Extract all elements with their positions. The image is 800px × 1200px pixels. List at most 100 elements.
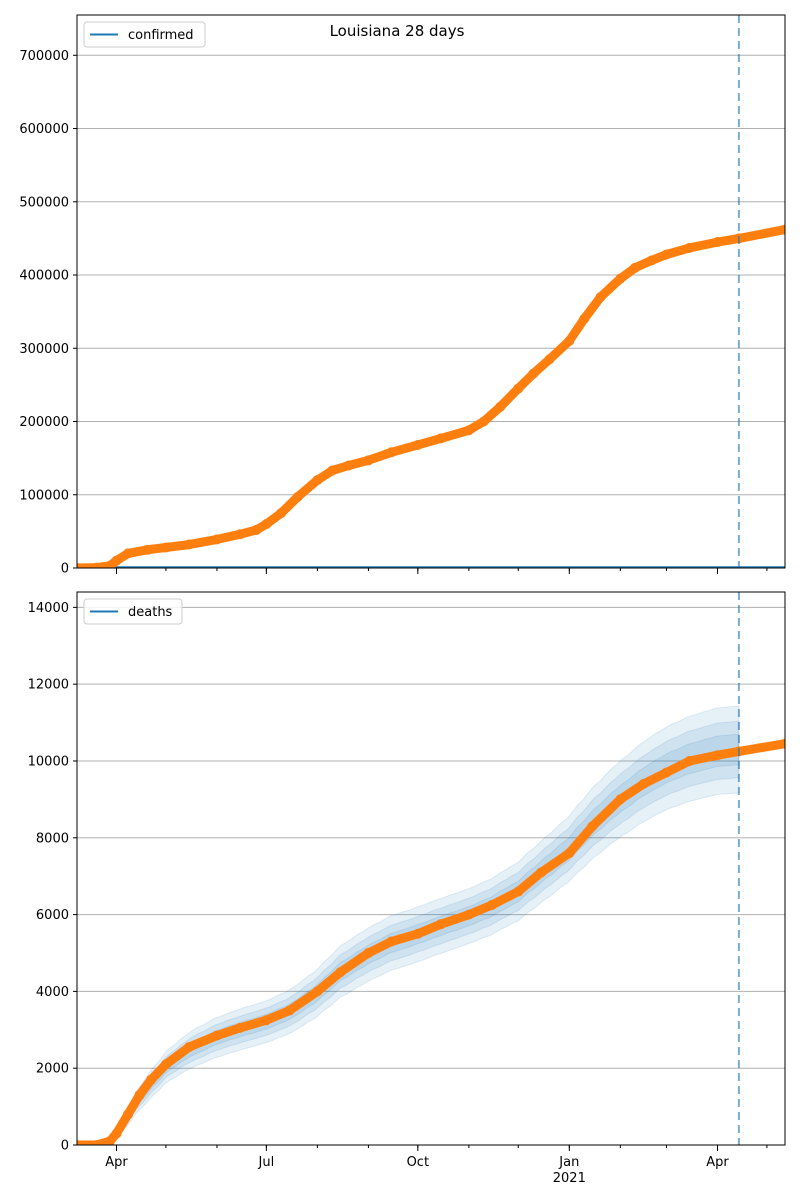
observed-point bbox=[684, 755, 695, 766]
y-tick-label: 0 bbox=[61, 562, 69, 577]
y-tick-label: 400000 bbox=[19, 269, 69, 284]
observed-point bbox=[463, 425, 474, 436]
observed-point bbox=[77, 1140, 82, 1145]
observed-point bbox=[684, 242, 695, 253]
y-tick-label: 600000 bbox=[19, 122, 69, 137]
observed-point bbox=[463, 909, 474, 920]
legend: deaths bbox=[83, 598, 183, 625]
observed-point bbox=[276, 508, 287, 519]
observed-point bbox=[312, 986, 323, 997]
observed-point bbox=[780, 224, 785, 235]
observed-point bbox=[615, 794, 626, 805]
observed-point bbox=[661, 767, 672, 778]
x-tick-label: Oct bbox=[407, 1155, 429, 1170]
axes-frame bbox=[76, 14, 786, 569]
observed-point bbox=[134, 1090, 145, 1101]
observed-point bbox=[104, 1136, 115, 1145]
plot-area bbox=[77, 224, 785, 568]
figure-title: Louisiana 28 days bbox=[330, 22, 465, 40]
x-tick-label: Jul bbox=[258, 1155, 275, 1170]
observed-point bbox=[544, 354, 555, 365]
observed-point bbox=[160, 1059, 171, 1070]
observed-point bbox=[91, 1140, 102, 1145]
legend-box bbox=[83, 598, 183, 625]
observed-point bbox=[564, 848, 575, 859]
x-tick-label: Apr bbox=[105, 1155, 128, 1170]
observed-point bbox=[284, 1005, 295, 1016]
observed-point bbox=[292, 491, 303, 502]
observed-point bbox=[261, 519, 272, 530]
y-tick-label: 0 bbox=[61, 1139, 69, 1154]
confirmed-panel: 0 100000 200000 300000 400000 500000 600000 700… bbox=[19, 14, 786, 577]
observed-point bbox=[160, 542, 171, 553]
x-tick-label: Jan bbox=[558, 1155, 579, 1170]
y-tick-label: 4000 bbox=[36, 985, 69, 1000]
observed-point bbox=[412, 928, 423, 939]
deaths-panel: 0 2000 4000 6000 8000 10000 12000 14000 Apr Jul Oc… bbox=[28, 591, 786, 1186]
legend: confirmed bbox=[83, 21, 206, 48]
observed-point bbox=[123, 548, 134, 559]
observed-point bbox=[123, 1109, 134, 1120]
observed-point bbox=[343, 460, 354, 471]
observed-point bbox=[111, 1128, 122, 1139]
legend-label: confirmed bbox=[128, 28, 194, 43]
observed-point bbox=[638, 779, 649, 790]
observed-point bbox=[111, 555, 122, 566]
observed-point bbox=[595, 291, 606, 302]
observed-point bbox=[495, 401, 506, 412]
x-tick-label: Apr bbox=[706, 1155, 729, 1170]
y-tick-label: 6000 bbox=[36, 908, 69, 923]
observed-point bbox=[363, 947, 374, 958]
y-tick-label: 10000 bbox=[28, 754, 69, 769]
y-tick-label: 700000 bbox=[19, 49, 69, 64]
observed-point bbox=[780, 738, 785, 749]
observed-point bbox=[211, 1030, 222, 1041]
observed-point bbox=[235, 529, 246, 540]
observed-point bbox=[579, 313, 590, 324]
plot-area bbox=[77, 705, 785, 1145]
observed-point bbox=[587, 821, 598, 832]
y-tick-label: 14000 bbox=[28, 601, 69, 616]
observed-point bbox=[211, 534, 222, 545]
y-tick-label: 500000 bbox=[19, 195, 69, 210]
observed-point bbox=[312, 475, 323, 486]
observed-point bbox=[183, 1042, 194, 1053]
y-tick-label: 12000 bbox=[28, 678, 69, 693]
observed-point bbox=[251, 524, 262, 535]
observed-point bbox=[661, 249, 672, 260]
observed-point bbox=[386, 936, 397, 947]
legend-box bbox=[83, 21, 206, 48]
observed-point bbox=[630, 262, 641, 273]
legend-label: deaths bbox=[128, 605, 173, 620]
y-tick-label: 200000 bbox=[19, 415, 69, 430]
observed-point bbox=[327, 465, 338, 476]
observed-point bbox=[564, 335, 575, 346]
observed-point bbox=[615, 273, 626, 284]
observed-point bbox=[528, 368, 539, 379]
observed-point bbox=[146, 1074, 157, 1085]
observed-point bbox=[142, 544, 153, 555]
y-tick-label: 2000 bbox=[36, 1062, 69, 1077]
observed-point bbox=[513, 383, 524, 394]
y-tick-label: 8000 bbox=[36, 831, 69, 846]
observed-point bbox=[386, 447, 397, 458]
x-year-label: 2021 bbox=[553, 1171, 586, 1186]
observed-point bbox=[183, 539, 194, 550]
observed-point bbox=[335, 967, 346, 978]
observed-point bbox=[412, 439, 423, 450]
observed-point bbox=[486, 899, 497, 910]
observed-point bbox=[536, 867, 547, 878]
observed-point bbox=[363, 455, 374, 466]
observed-point bbox=[712, 237, 723, 248]
observed-point bbox=[478, 416, 489, 427]
observed-point bbox=[77, 563, 82, 568]
y-tick-label: 100000 bbox=[19, 488, 69, 503]
observed-point bbox=[712, 750, 723, 761]
y-tick-label: 300000 bbox=[19, 342, 69, 357]
observed-point bbox=[435, 433, 446, 444]
observed-point bbox=[646, 255, 657, 266]
axes-frame bbox=[76, 591, 786, 1146]
observed-point bbox=[235, 1022, 246, 1033]
observed-point bbox=[435, 919, 446, 930]
